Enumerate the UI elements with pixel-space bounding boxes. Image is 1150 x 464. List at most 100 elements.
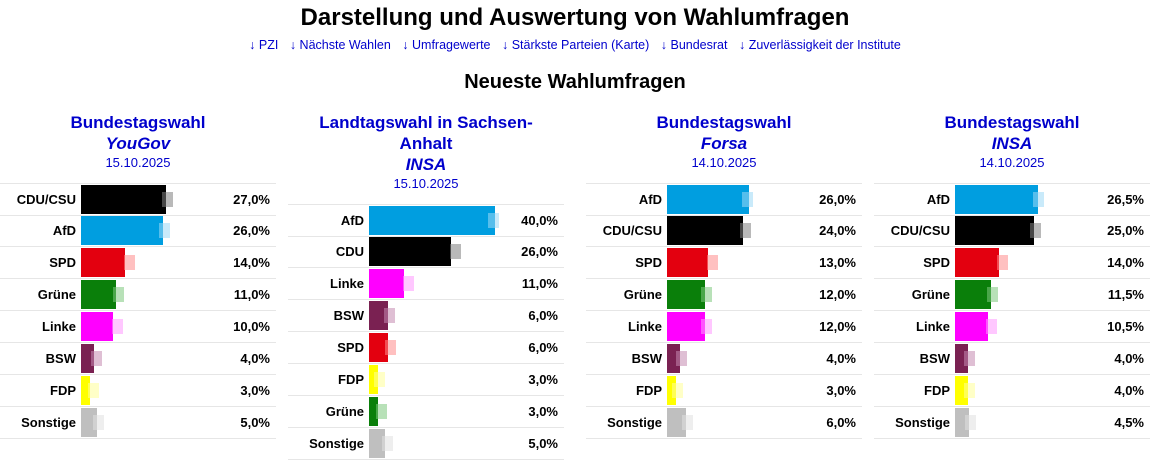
bar-gruene	[667, 280, 705, 309]
previous-value-marker	[113, 287, 125, 302]
party-label: Sonstige	[607, 415, 662, 430]
result-row: Linke 11,0%	[288, 268, 564, 300]
party-label: Grüne	[325, 404, 364, 419]
previous-value-marker	[376, 404, 388, 419]
poll-election[interactable]: Bundestagswahl	[656, 113, 792, 132]
party-label: CDU/CSU	[890, 223, 950, 238]
nav-link-bundesrat[interactable]: ↓ Bundesrat	[660, 38, 728, 52]
bar-linke	[955, 312, 989, 341]
party-label: FDP	[924, 383, 950, 398]
poll-panel: Bundestagswahl INSA 14.10.2025 AfD 26,5% CDU/…	[874, 112, 1150, 439]
previous-value-marker	[124, 255, 136, 270]
value-label: 27,0%	[233, 192, 270, 207]
result-row: Sonstige 6,0%	[586, 407, 862, 439]
result-row: AfD 26,5%	[874, 183, 1150, 216]
party-label: Linke	[42, 319, 76, 334]
previous-value-marker	[402, 276, 414, 291]
party-label: Sonstige	[21, 415, 76, 430]
previous-value-marker	[88, 383, 100, 398]
bar-afd	[369, 206, 495, 235]
previous-value-marker	[162, 192, 174, 207]
nav-link-staerkste-parteien[interactable]: ↓ Stärkste Parteien (Karte)	[502, 38, 650, 52]
value-label: 11,0%	[521, 276, 558, 291]
poll-date: 14.10.2025	[979, 155, 1045, 170]
value-label: 3,0%	[528, 372, 558, 387]
poll-header: Landtagswahl in Sachsen- Anhalt INSA 15.10.…	[288, 112, 564, 193]
value-label: 11,5%	[1107, 287, 1144, 302]
nav-link-naechste-wahlen[interactable]: ↓ Nächste Wahlen	[289, 38, 391, 52]
bar-fdp	[81, 376, 91, 405]
bar-linke	[667, 312, 705, 341]
party-label: BSW	[919, 351, 950, 366]
result-row: FDP 3,0%	[586, 375, 862, 407]
value-label: 4,0%	[1114, 383, 1144, 398]
result-row: FDP 3,0%	[0, 375, 276, 407]
party-label: Grüne	[623, 287, 662, 302]
value-label: 12,0%	[819, 287, 856, 302]
nav-link-zuverlaessigkeit[interactable]: ↓ Zuverlässigkeit der Institute	[738, 38, 901, 52]
value-label: 26,0%	[233, 223, 270, 238]
value-label: 14,0%	[233, 255, 270, 270]
result-row: CDU/CSU 27,0%	[0, 183, 276, 216]
poll-institute[interactable]: INSA	[405, 155, 447, 174]
poll-election[interactable]: Landtagswahl in Sachsen-	[319, 113, 533, 132]
value-label: 6,0%	[826, 415, 856, 430]
value-label: 25,0%	[1107, 223, 1144, 238]
poll-header: Bundestagswahl YouGov 15.10.2025	[0, 112, 276, 172]
nav-link-pzi[interactable]: ↓ PZI	[249, 38, 279, 52]
party-label: AfD	[52, 223, 76, 238]
poll-institute[interactable]: YouGov	[105, 134, 171, 153]
previous-value-marker	[91, 351, 103, 366]
bar-bsw	[369, 301, 388, 330]
party-label: SPD	[923, 255, 950, 270]
previous-value-marker	[965, 415, 977, 430]
bar-gruene	[955, 280, 992, 309]
value-label: 26,5%	[1107, 192, 1144, 207]
result-row: SPD 13,0%	[586, 247, 862, 279]
value-label: 14,0%	[1107, 255, 1144, 270]
result-row: FDP 3,0%	[288, 364, 564, 396]
poll-election[interactable]: Bundestagswahl	[70, 113, 206, 132]
result-row: CDU/CSU 25,0%	[874, 215, 1150, 247]
value-label: 11,0%	[233, 287, 270, 302]
party-label: AfD	[638, 192, 662, 207]
result-row: BSW 4,0%	[586, 343, 862, 375]
bar-cdu	[369, 237, 451, 266]
result-row: Sonstige 4,5%	[874, 407, 1150, 439]
nav-bar: ↓ PZI ↓ Nächste Wahlen ↓ Umfragewerte ↓ …	[0, 38, 1150, 52]
result-row: Sonstige 5,0%	[0, 407, 276, 439]
bar-linke	[369, 269, 404, 298]
bar-cdu-csu	[667, 216, 743, 245]
party-label: Linke	[628, 319, 662, 334]
party-label: BSW	[45, 351, 76, 366]
value-label: 10,5%	[1107, 319, 1144, 334]
bar-spd	[369, 333, 388, 362]
result-row: CDU/CSU 24,0%	[586, 215, 862, 247]
party-label: BSW	[631, 351, 662, 366]
party-label: CDU	[335, 244, 364, 259]
bar-afd	[81, 216, 163, 245]
page-title: Darstellung und Auswertung von Wahlumfra…	[300, 4, 850, 31]
party-label: AfD	[340, 213, 364, 228]
poll-institute[interactable]: INSA	[991, 134, 1033, 153]
previous-value-marker	[740, 223, 752, 238]
value-label: 5,0%	[240, 415, 270, 430]
poll-institute[interactable]: Forsa	[700, 134, 748, 153]
bar-sonstige	[369, 429, 385, 458]
result-row: Grüne 3,0%	[288, 396, 564, 428]
previous-value-marker	[700, 287, 712, 302]
previous-value-marker	[741, 192, 753, 207]
previous-value-marker	[700, 319, 712, 334]
poll-election[interactable]: Bundestagswahl	[944, 113, 1080, 132]
result-row: FDP 4,0%	[874, 375, 1150, 407]
previous-value-marker	[382, 436, 394, 451]
previous-value-marker	[996, 255, 1008, 270]
bar-cdu-csu	[955, 216, 1034, 245]
nav-link-umfragewerte[interactable]: ↓ Umfragewerte	[402, 38, 491, 52]
previous-value-marker	[963, 351, 975, 366]
poll-header: Bundestagswahl Forsa 14.10.2025	[586, 112, 862, 172]
poll-date: 15.10.2025	[105, 155, 171, 170]
bar-cdu-csu	[81, 185, 167, 214]
poll-election[interactable]: Anhalt	[399, 134, 453, 153]
value-label: 4,0%	[826, 351, 856, 366]
